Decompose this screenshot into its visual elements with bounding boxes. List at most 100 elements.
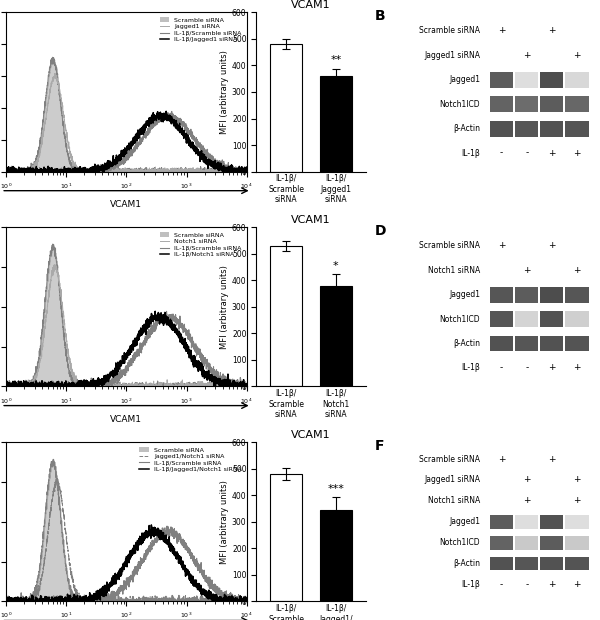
Bar: [515, 311, 538, 327]
Text: -: -: [525, 580, 529, 589]
Text: **: **: [330, 55, 341, 66]
Bar: [515, 121, 538, 136]
Text: VCAM1: VCAM1: [110, 415, 142, 424]
Text: +: +: [573, 266, 581, 275]
Bar: [270, 246, 302, 386]
Text: +: +: [548, 363, 556, 373]
Text: Scramble siRNA: Scramble siRNA: [419, 241, 480, 250]
Text: Jagged1: Jagged1: [449, 517, 480, 526]
Text: +: +: [523, 497, 530, 505]
Bar: [565, 287, 589, 303]
Text: β-Actin: β-Actin: [453, 339, 480, 348]
Bar: [565, 96, 589, 112]
Bar: [540, 515, 563, 529]
Bar: [515, 72, 538, 87]
Text: +: +: [523, 51, 530, 60]
Bar: [565, 121, 589, 136]
Text: Jagged1 siRNA: Jagged1 siRNA: [424, 51, 480, 60]
Y-axis label: MFI (arbitrary units): MFI (arbitrary units): [220, 480, 229, 564]
Bar: [515, 335, 538, 352]
Bar: [565, 557, 589, 570]
Text: +: +: [498, 454, 505, 464]
Bar: [515, 557, 538, 570]
Bar: [515, 96, 538, 112]
Text: -: -: [500, 149, 503, 157]
Text: +: +: [548, 149, 556, 157]
Text: ***: ***: [328, 484, 344, 494]
Text: +: +: [573, 363, 581, 373]
Bar: [490, 557, 513, 570]
Y-axis label: MFI (arbitrary units): MFI (arbitrary units): [220, 265, 229, 349]
Text: Scramble siRNA: Scramble siRNA: [419, 27, 480, 35]
Bar: [515, 287, 538, 303]
Text: Jagged1 siRNA: Jagged1 siRNA: [424, 476, 480, 484]
Text: Scramble siRNA: Scramble siRNA: [419, 454, 480, 464]
Text: -: -: [525, 149, 529, 157]
Bar: [490, 72, 513, 87]
Bar: [515, 515, 538, 529]
Legend: Scramble siRNA, Jagged1 siRNA, IL-1β/Scramble siRNA, IL-1β/Jagged1 siRNA: Scramble siRNA, Jagged1 siRNA, IL-1β/Scr…: [158, 16, 244, 45]
Text: -: -: [525, 363, 529, 373]
Text: +: +: [573, 476, 581, 484]
Bar: [540, 121, 563, 136]
Title: VCAM1: VCAM1: [291, 215, 331, 225]
Bar: [565, 515, 589, 529]
Bar: [270, 44, 302, 172]
Bar: [490, 335, 513, 352]
Text: Notch1ICD: Notch1ICD: [440, 538, 480, 547]
Text: Notch1 siRNA: Notch1 siRNA: [428, 266, 480, 275]
Bar: [565, 72, 589, 87]
Legend: Scramble siRNA, Jagged1/Notch1 siRNA, IL-1β/Scramble siRNA, IL-1β/Jagged1/Notch1: Scramble siRNA, Jagged1/Notch1 siRNA, IL…: [137, 445, 244, 474]
Title: VCAM1: VCAM1: [291, 430, 331, 440]
Text: IL-1β: IL-1β: [461, 580, 480, 589]
Bar: [540, 536, 563, 549]
Text: +: +: [573, 497, 581, 505]
Text: D: D: [375, 224, 386, 238]
Text: +: +: [573, 580, 581, 589]
Text: VCAM1: VCAM1: [110, 200, 142, 209]
Bar: [490, 96, 513, 112]
Text: +: +: [523, 266, 530, 275]
Y-axis label: MFI (arbitrary units): MFI (arbitrary units): [220, 50, 229, 134]
Bar: [540, 311, 563, 327]
Bar: [490, 121, 513, 136]
Text: +: +: [498, 241, 505, 250]
Bar: [565, 335, 589, 352]
Bar: [565, 311, 589, 327]
Text: +: +: [548, 580, 556, 589]
Bar: [540, 287, 563, 303]
Text: +: +: [523, 476, 530, 484]
Text: +: +: [548, 27, 556, 35]
Text: β-Actin: β-Actin: [453, 124, 480, 133]
Text: Notch1ICD: Notch1ICD: [440, 100, 480, 108]
Bar: [490, 311, 513, 327]
Text: -: -: [500, 580, 503, 589]
Text: B: B: [375, 9, 386, 23]
Text: Notch1 siRNA: Notch1 siRNA: [428, 497, 480, 505]
Text: *: *: [333, 260, 338, 270]
Bar: [540, 557, 563, 570]
Text: F: F: [375, 439, 385, 453]
Text: Jagged1: Jagged1: [449, 290, 480, 299]
Text: +: +: [573, 149, 581, 157]
Bar: [565, 536, 589, 549]
Bar: [490, 515, 513, 529]
Bar: [320, 510, 352, 601]
Text: Notch1ICD: Notch1ICD: [440, 314, 480, 324]
Bar: [540, 72, 563, 87]
Text: IL-1β: IL-1β: [461, 363, 480, 373]
Text: +: +: [573, 51, 581, 60]
Text: β-Actin: β-Actin: [453, 559, 480, 568]
Text: -: -: [500, 363, 503, 373]
Bar: [515, 536, 538, 549]
Bar: [540, 96, 563, 112]
Text: IL-1β: IL-1β: [461, 149, 480, 157]
Text: +: +: [548, 241, 556, 250]
Legend: Scramble siRNA, Notch1 siRNA, IL-1β/Scramble siRNA, IL-1β/Notch1 siRNA: Scramble siRNA, Notch1 siRNA, IL-1β/Scra…: [158, 231, 244, 259]
Text: +: +: [498, 27, 505, 35]
Bar: [320, 76, 352, 172]
Bar: [490, 287, 513, 303]
Bar: [270, 474, 302, 601]
Bar: [540, 335, 563, 352]
Text: Jagged1: Jagged1: [449, 75, 480, 84]
